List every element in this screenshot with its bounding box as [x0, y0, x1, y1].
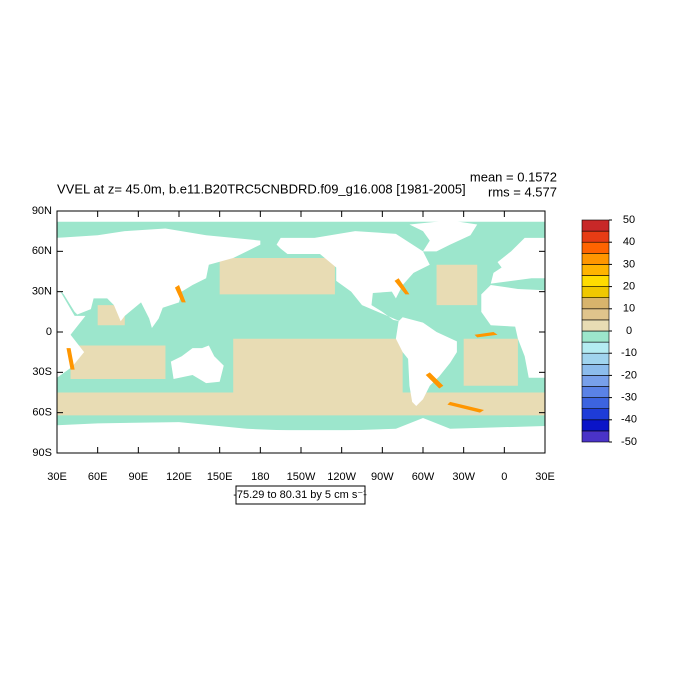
chart-title: VVEL at z= 45.0m, b.e11.B20TRC5CNBDRD.f0… [57, 181, 466, 196]
y-tick-label: 30S [32, 366, 52, 378]
colorbar-box [581, 430, 610, 443]
land [57, 228, 261, 328]
boundary-current [447, 401, 484, 413]
mean-stat: mean = 0.1572 [470, 169, 557, 184]
colorbar-box [581, 286, 610, 299]
x-tick-label: 120E [166, 471, 192, 483]
rms-stat: rms = 4.577 [488, 184, 557, 199]
land [395, 317, 457, 406]
x-tick-label: 60W [412, 471, 435, 483]
range-box [235, 485, 366, 505]
subtropical-region [57, 392, 545, 416]
colorbar-box [581, 219, 610, 232]
land [409, 220, 478, 252]
colorbar-box [581, 275, 610, 287]
x-tick-label: 30E [535, 471, 555, 483]
land [481, 284, 545, 378]
colorbar-label: 40 [623, 236, 635, 248]
boundary-current [474, 332, 498, 338]
x-tick-label: 90E [129, 471, 149, 483]
subtropical-region [463, 338, 518, 386]
y-tick-label: 30N [32, 286, 52, 298]
land [490, 237, 545, 284]
colorbar-label: 20 [623, 281, 635, 293]
y-tick-label: 60N [32, 245, 52, 257]
subtropical-region [436, 264, 478, 306]
y-tick-label: 0 [46, 326, 52, 338]
x-tick-label: 120W [327, 471, 356, 483]
colorbar-box [581, 297, 610, 310]
colorbar-label: 10 [623, 303, 635, 315]
colorbar-label: 0 [626, 325, 632, 337]
boundary-current [394, 278, 410, 295]
boundary-current [174, 284, 186, 303]
colorbar-label: -40 [621, 414, 637, 426]
colorbar-label: 30 [623, 258, 635, 270]
range-note: -75.29 to 80.31 by 5 cm s⁻¹ [233, 489, 367, 501]
colorbar-box [581, 386, 610, 398]
y-tick-label: 90N [32, 205, 52, 217]
colorbar-box [581, 230, 610, 243]
colorbar-label: -10 [621, 347, 637, 359]
land [57, 237, 98, 279]
colorbar-box [581, 419, 610, 432]
land [57, 418, 545, 453]
colorbar-box [581, 319, 610, 332]
boundary-current [66, 348, 75, 370]
x-tick-label: 180 [251, 471, 269, 483]
colorbar-box [581, 253, 610, 265]
subtropical-region [219, 258, 335, 295]
y-tick-label: 60S [32, 407, 52, 419]
x-tick-label: 0 [501, 471, 507, 483]
colorbar-label: -30 [621, 392, 637, 404]
y-tick-label: 90S [32, 447, 52, 459]
x-tick-label: 30W [452, 471, 475, 483]
land [57, 424, 98, 453]
x-tick-label: 150E [207, 471, 233, 483]
land [170, 345, 224, 384]
colorbar-label: 50 [623, 214, 635, 226]
colorbar-box [581, 408, 610, 421]
land [276, 231, 430, 322]
land [57, 290, 86, 378]
colorbar-box [581, 375, 610, 387]
colorbar-label: -50 [621, 436, 637, 448]
subtropical-region [233, 338, 403, 393]
x-tick-label: 30E [47, 471, 67, 483]
colorbar-box [581, 264, 610, 276]
colorbar-box [581, 308, 610, 321]
boundary-current [425, 372, 444, 389]
colorbar-box [581, 397, 610, 410]
colorbar-label: -20 [621, 369, 637, 381]
colorbar-box [581, 341, 610, 354]
x-tick-label: 60E [88, 471, 108, 483]
colorbar-box [581, 241, 610, 254]
x-tick-label: 150W [287, 471, 316, 483]
colorbar-box [581, 352, 610, 365]
x-tick-label: 90W [371, 471, 394, 483]
subtropical-region [70, 345, 166, 380]
colorbar-box [581, 330, 610, 343]
colorbar-box [581, 363, 610, 376]
map-field [57, 220, 545, 453]
